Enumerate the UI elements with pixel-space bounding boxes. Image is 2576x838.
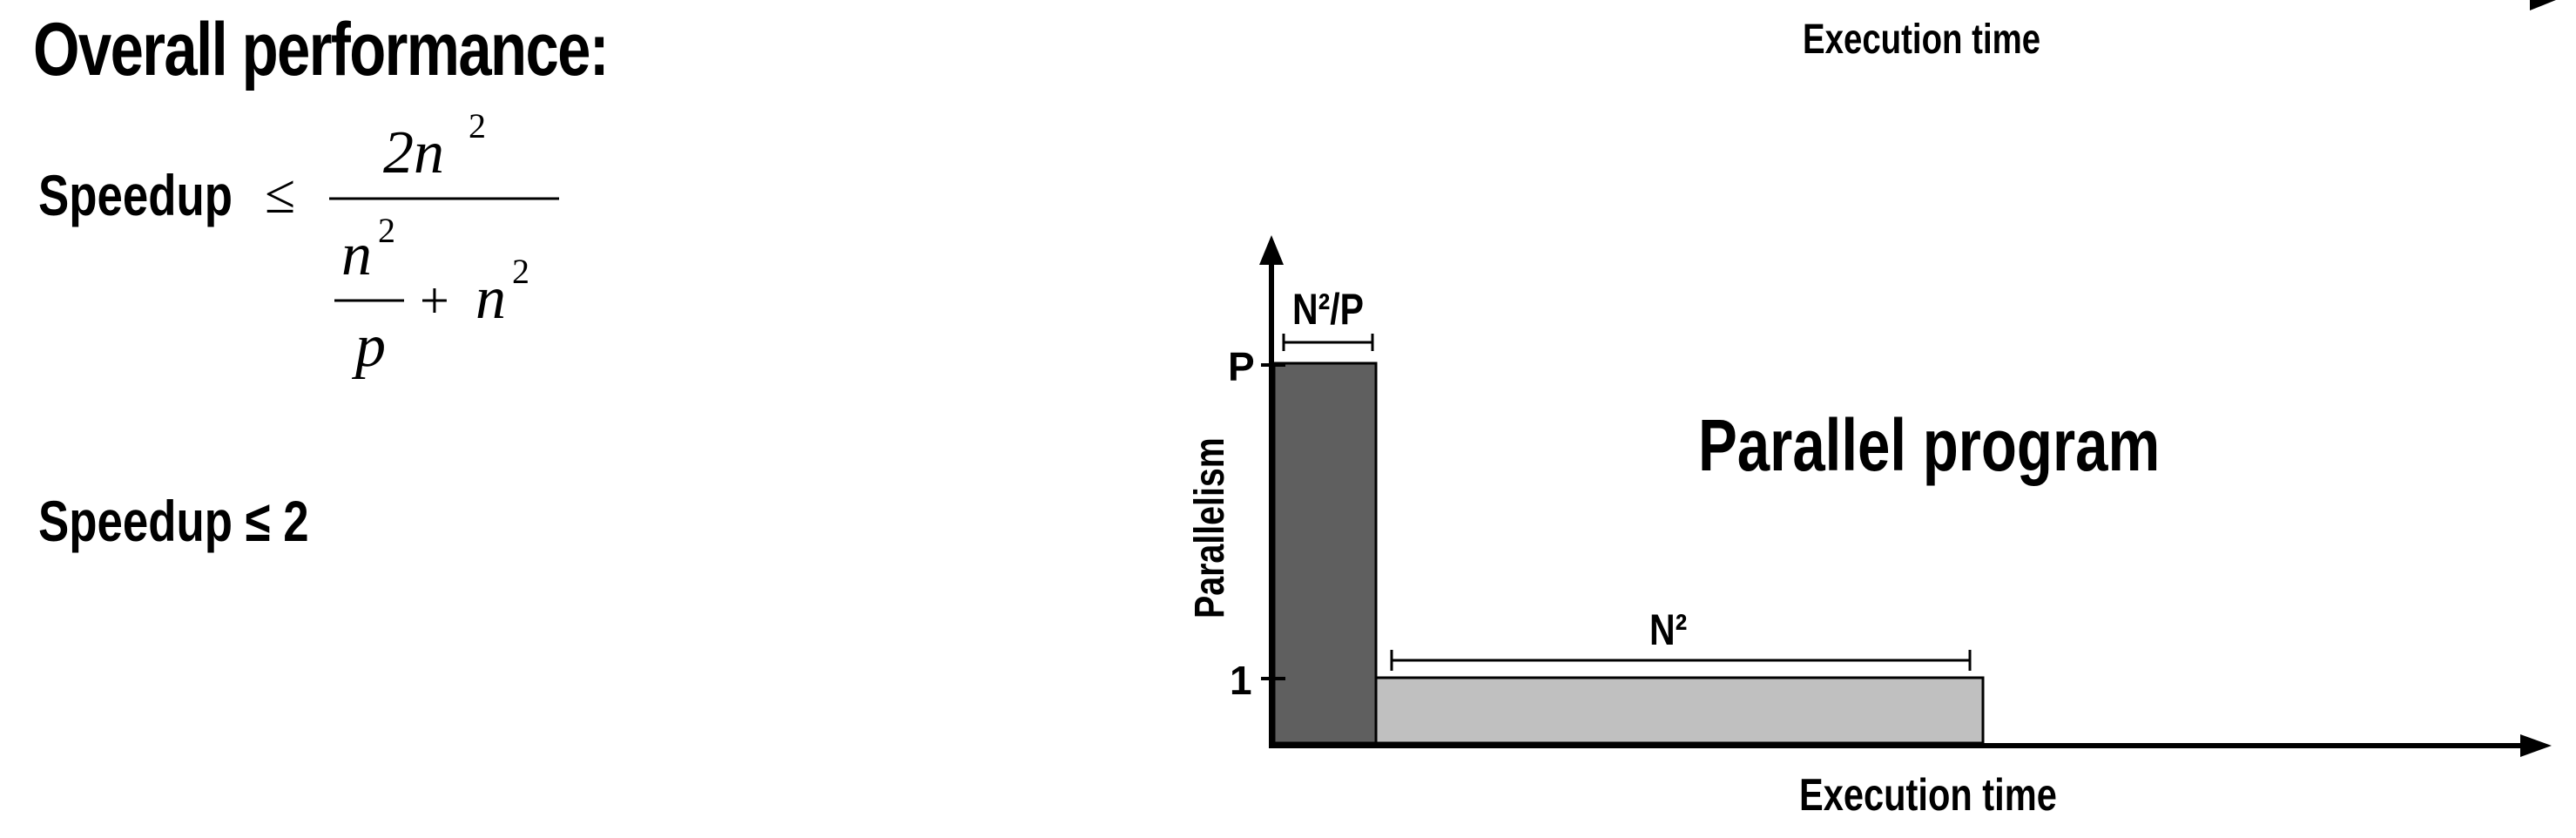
top-execution-time-label: Execution time	[1803, 17, 2041, 63]
phase1-bar	[1272, 362, 1378, 745]
y-tick-label-1: 1	[1230, 658, 1252, 703]
phase2-label: N²	[1649, 605, 1687, 654]
formula-inner-numerator-exponent: 2	[378, 211, 395, 250]
x-axis-label: Execution time	[1799, 769, 2057, 821]
formula-denominator-term: n	[475, 265, 506, 332]
y-axis-arrowhead	[1259, 235, 1284, 265]
leq-sign: ≤	[265, 163, 296, 225]
formula-inner-denominator: p	[351, 313, 386, 380]
slide-heading: Overall performance:	[33, 8, 610, 91]
formula-numerator: 2n	[383, 119, 444, 186]
speedup-formula: 2n 2 n 2 p + n 2	[329, 106, 559, 380]
formula-inner-numerator: n	[341, 221, 372, 288]
top-arrow-fragment	[2530, 0, 2556, 10]
x-axis-arrowhead	[2520, 734, 2552, 757]
phase2-bar	[1374, 676, 1985, 745]
formula-numerator-exponent: 2	[469, 106, 486, 145]
y-axis-label: Parallelism	[1186, 437, 1233, 618]
speedup-label: Speedup	[38, 163, 233, 227]
diagram-title: Parallel program	[1698, 405, 2160, 487]
phase1-label: N²/P	[1292, 285, 1364, 334]
formula-plus: +	[420, 272, 449, 329]
speedup-result: Speedup ≤ 2	[38, 489, 309, 553]
y-tick-label-p: P	[1228, 344, 1255, 389]
formula-denominator-exponent: 2	[512, 252, 529, 291]
